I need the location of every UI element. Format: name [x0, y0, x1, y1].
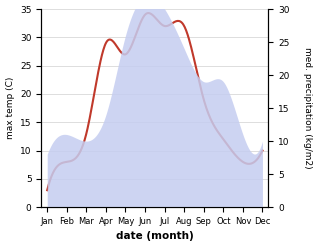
Y-axis label: max temp (C): max temp (C) [5, 77, 15, 139]
X-axis label: date (month): date (month) [116, 231, 194, 242]
Y-axis label: med. precipitation (kg/m2): med. precipitation (kg/m2) [303, 47, 313, 169]
